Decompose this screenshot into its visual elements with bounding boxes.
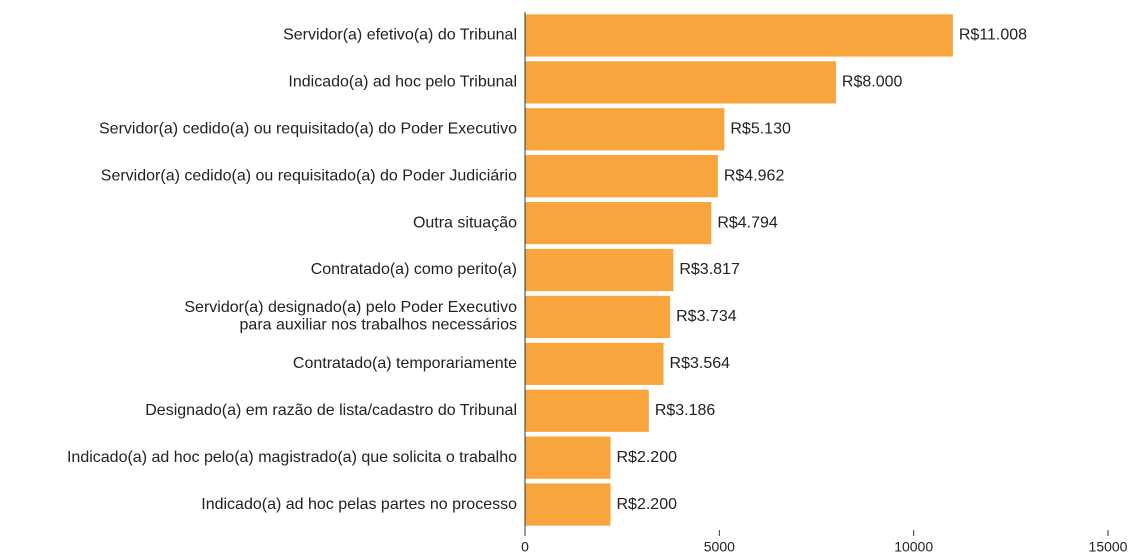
value-label: R$4.962 xyxy=(724,167,785,184)
bar xyxy=(525,14,953,57)
category-label: Servidor(a) efetivo(a) do Tribunal xyxy=(283,27,517,44)
category-label: Servidor(a) designado(a) pelo Poder Exec… xyxy=(184,299,517,334)
category-label: Indicado(a) ad hoc pelas partes no proce… xyxy=(201,496,517,513)
value-label: R$3.734 xyxy=(676,308,737,325)
bar xyxy=(525,389,649,432)
x-tick-label: 0 xyxy=(521,539,529,555)
category-label: Designado(a) em razão de lista/cadastro … xyxy=(145,402,517,419)
bar xyxy=(525,155,718,198)
category-label: Contratado(a) temporariamente xyxy=(293,355,517,372)
value-label: R$2.200 xyxy=(617,496,678,513)
category-label: Servidor(a) cedido(a) ou requisitado(a) … xyxy=(101,167,517,184)
value-label: R$3.817 xyxy=(679,261,740,278)
category-label: Outra situação xyxy=(413,214,517,231)
bar xyxy=(525,483,611,526)
bar xyxy=(525,108,725,151)
x-tick-label: 10000 xyxy=(894,539,933,555)
value-label: R$3.564 xyxy=(670,355,731,372)
value-label: R$11.008 xyxy=(959,27,1027,44)
value-label: R$8.000 xyxy=(842,74,903,91)
category-label: Indicado(a) ad hoc pelo Tribunal xyxy=(288,74,517,91)
value-label: R$2.200 xyxy=(617,449,678,466)
bar xyxy=(525,248,674,292)
value-label: R$4.794 xyxy=(717,214,778,231)
category-label: Contratado(a) como perito(a) xyxy=(311,261,517,278)
category-label: Servidor(a) cedido(a) ou requisitado(a) … xyxy=(99,120,517,137)
x-tick-label: 5000 xyxy=(704,539,735,555)
bar xyxy=(525,342,664,385)
category-label: Indicado(a) ad hoc pelo(a) magistrado(a)… xyxy=(67,449,517,466)
bar xyxy=(525,436,611,479)
value-label: R$5.130 xyxy=(730,120,791,137)
value-label: R$3.186 xyxy=(655,402,716,419)
x-tick-label: 15000 xyxy=(1089,539,1128,555)
bar xyxy=(525,295,671,339)
bar xyxy=(525,201,712,245)
bar xyxy=(525,61,836,104)
